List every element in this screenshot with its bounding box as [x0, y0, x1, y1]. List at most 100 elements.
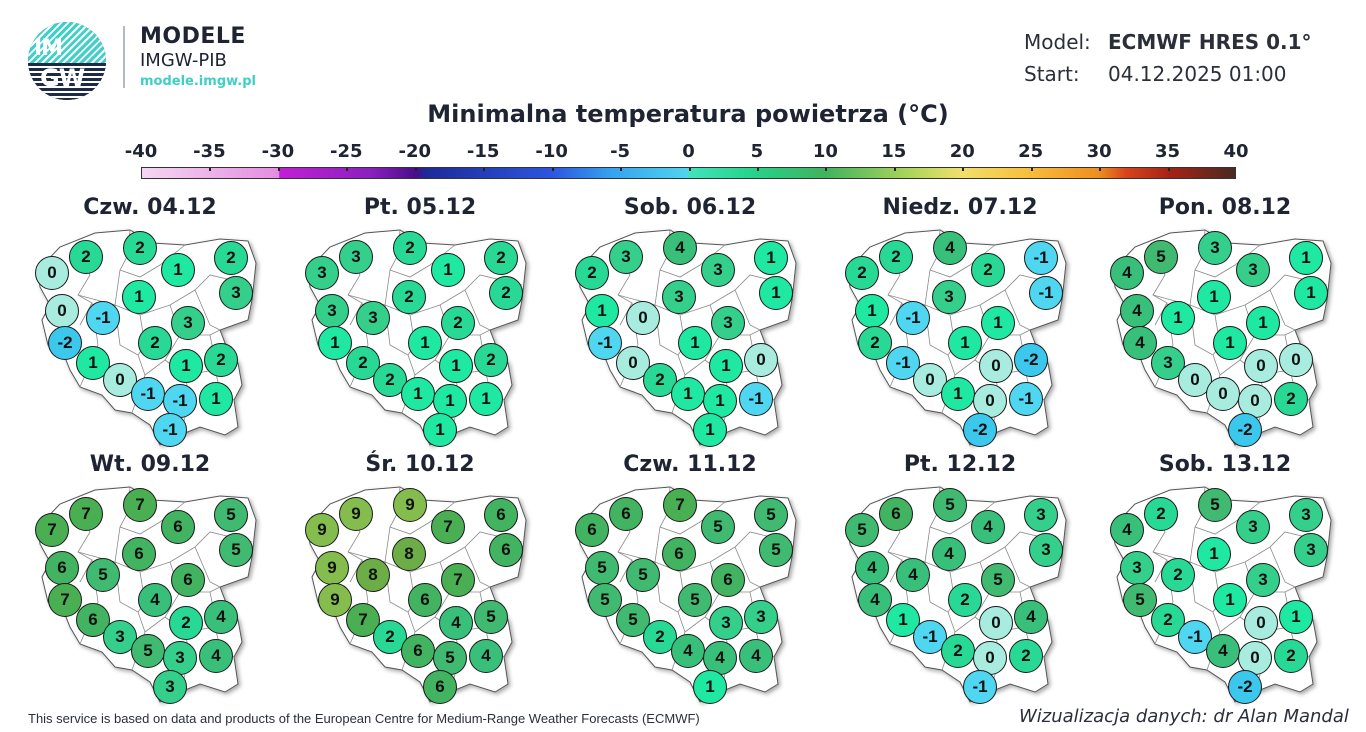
- temperature-marker: 1: [1197, 537, 1231, 571]
- temperature-marker: 4: [204, 600, 238, 634]
- day-title: Pt. 05.12: [363, 195, 477, 220]
- temperature-marker: 3: [219, 276, 253, 310]
- temperature-marker: 3: [1236, 253, 1270, 287]
- colorbar-tick-label: 20: [949, 141, 975, 162]
- start-label: Start:: [1024, 62, 1080, 86]
- temperature-marker: 2: [575, 256, 609, 290]
- brand-title: MODELE: [140, 24, 246, 49]
- day-map-panel: Pon. 08.12 4 5 3 3 1 1 4 1 1 4 1 1 3 0 0 0 0 0 2 -2: [1095, 195, 1365, 453]
- colorbar-tick-label: -25: [330, 141, 363, 162]
- temperature-marker: 2: [393, 231, 427, 265]
- colorbar-tick-label: 40: [1223, 141, 1249, 162]
- temperature-marker: 5: [626, 558, 660, 592]
- brand-url-link[interactable]: modele.imgw.pl: [140, 74, 256, 89]
- temperature-marker: 1: [693, 413, 727, 447]
- colorbar-tick-label: 35: [1155, 141, 1181, 162]
- temperature-marker: 0: [1279, 343, 1313, 377]
- temperature-marker: 1: [1246, 306, 1280, 340]
- temperature-marker: 1: [693, 670, 727, 704]
- colorbar-tick: [893, 168, 896, 171]
- temperature-marker: 1: [855, 294, 889, 328]
- temperature-marker: 5: [131, 634, 165, 668]
- temperature-marker: 1: [122, 280, 156, 314]
- temperature-marker: 1: [759, 276, 793, 310]
- logo-divider: [123, 26, 125, 88]
- temperature-marker: 4: [932, 537, 966, 571]
- temperature-marker: 5: [585, 551, 619, 585]
- temperature-marker: 4: [138, 583, 172, 617]
- temperature-marker: 0: [1178, 363, 1212, 397]
- temperature-marker: 2: [858, 326, 892, 360]
- colorbar-tick-label: 5: [750, 141, 764, 162]
- temperature-marker: 3: [1198, 231, 1232, 265]
- temperature-marker: 2: [169, 606, 203, 640]
- temperature-marker: 5: [678, 583, 712, 617]
- temperature-marker: 3: [305, 256, 339, 290]
- temperature-marker: -2: [1228, 413, 1262, 447]
- temperature-marker: 4: [1110, 513, 1144, 547]
- temperature-marker: 1: [941, 377, 975, 411]
- temperature-marker: 7: [663, 488, 697, 522]
- colorbar-tick-label: 0: [682, 141, 695, 162]
- visualization-credit: Wizualizacja danych: dr Alan Mandal: [1019, 706, 1349, 727]
- temperature-marker: 2: [879, 240, 913, 274]
- temperature-marker: 1: [981, 306, 1015, 340]
- temperature-marker: 4: [858, 583, 892, 617]
- temperature-marker: 3: [1029, 533, 1063, 567]
- temperature-marker: 2: [373, 620, 407, 654]
- temperature-marker: 2: [484, 241, 518, 275]
- temperature-marker: 5: [86, 558, 120, 592]
- temperature-marker: 8: [356, 558, 390, 592]
- colorbar-tick: [825, 168, 828, 171]
- temperature-marker: 5: [1198, 488, 1232, 522]
- day-map-panel: Śr. 10.12 9 9 9 7 6 6 9 8 8 9 6 7 7 2 6 5 4 5 4 6: [290, 452, 560, 710]
- colorbar-tick-label: -15: [466, 141, 500, 162]
- ecmwf-attribution: This service is based on data and produc…: [28, 711, 700, 726]
- temperature-marker: 1: [1213, 583, 1247, 617]
- temperature-marker: -1: [163, 384, 197, 418]
- temperature-marker: 1: [1161, 301, 1195, 335]
- temperature-marker: 1: [199, 382, 233, 416]
- temperature-marker: 5: [759, 533, 793, 567]
- temperature-marker: 1: [401, 377, 435, 411]
- day-title: Sob. 13.12: [1158, 452, 1292, 477]
- temperature-marker: 2: [1274, 382, 1308, 416]
- temperature-marker: 1: [1294, 276, 1328, 310]
- temperature-marker: 7: [441, 563, 475, 597]
- colorbar: [141, 167, 1236, 179]
- temperature-marker: 6: [879, 497, 913, 531]
- temperature-marker: 2: [948, 583, 982, 617]
- temperature-marker: 5: [845, 513, 879, 547]
- day-title: Sob. 06.12: [623, 195, 757, 220]
- temperature-marker: 2: [1144, 497, 1178, 531]
- temperature-marker: 1: [469, 382, 503, 416]
- model-label: Model:: [1024, 30, 1091, 54]
- temperature-marker: 2: [474, 343, 508, 377]
- temperature-marker: 3: [315, 294, 349, 328]
- temperature-marker: 3: [1294, 533, 1328, 567]
- temperature-marker: 5: [588, 583, 622, 617]
- colorbar-tick: [346, 168, 349, 171]
- temperature-marker: 9: [305, 513, 339, 547]
- logo-text-top: IM: [34, 36, 63, 61]
- temperature-marker: 1: [948, 326, 982, 360]
- temperature-marker: 2: [971, 253, 1005, 287]
- temperature-marker: 5: [701, 510, 735, 544]
- temperature-marker: 4: [469, 639, 503, 673]
- temperature-marker: 4: [933, 231, 967, 265]
- day-title: Czw. 11.12: [623, 452, 757, 477]
- temperature-marker: 5: [1123, 583, 1157, 617]
- model-value: ECMWF HRES 0.1°: [1108, 30, 1312, 54]
- temperature-marker: 1: [439, 349, 473, 383]
- temperature-marker: -2: [963, 413, 997, 447]
- temperature-marker: -1: [1009, 382, 1043, 416]
- colorbar-tick-label: 30: [1086, 141, 1112, 162]
- temperature-marker: 2: [941, 634, 975, 668]
- temperature-marker: 1: [408, 326, 442, 360]
- temperature-marker: 2: [138, 326, 172, 360]
- temperature-marker: 1: [431, 253, 465, 287]
- temperature-marker: -1: [153, 413, 187, 447]
- temperature-marker: 2: [489, 276, 523, 310]
- colorbar-tick-label: 15: [881, 141, 907, 162]
- temperature-marker: 6: [45, 551, 79, 585]
